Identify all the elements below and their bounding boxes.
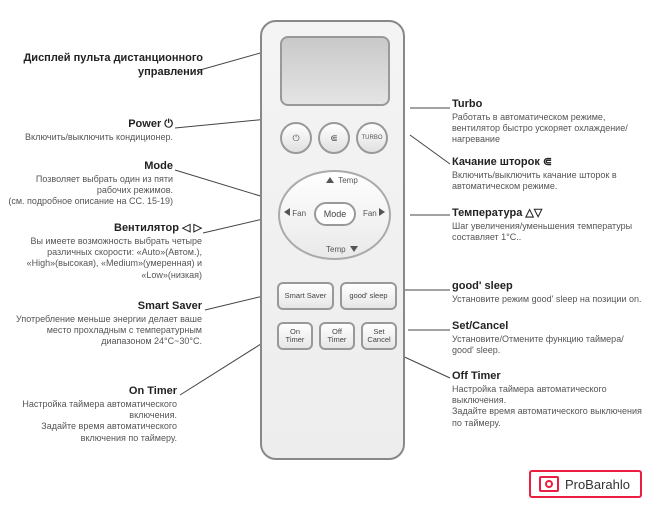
callout-setcancel-title: Set/Cancel <box>452 320 642 334</box>
callout-setcancel: Set/Cancel Установите/Отмените функцию т… <box>452 320 642 356</box>
remote-display <box>280 36 390 106</box>
callout-mode-desc: Позволяет выбрать один из пяти рабочих р… <box>8 174 173 208</box>
on-timer-label: On Timer <box>286 328 305 345</box>
button-row-3: Smart Saver good' sleep <box>277 282 397 310</box>
good-sleep-button[interactable]: good' sleep <box>340 282 397 310</box>
temp-down-area[interactable]: Temp <box>326 245 358 254</box>
callout-goodsleep-desc: Установите режим good' sleep на позиции … <box>452 294 642 305</box>
callout-turbo-title: Turbo <box>452 98 642 112</box>
remote-body: ⏻ ⋐ TURBO Temp Temp Fan Fan <box>260 20 405 460</box>
callout-temp-title: Температура <box>452 207 522 219</box>
on-timer-button[interactable]: On Timer <box>277 322 313 350</box>
good-sleep-label: good' sleep <box>349 292 387 300</box>
callout-turbo-desc: Работать в автоматическом режиме, вентил… <box>452 112 642 146</box>
power-icon: ⏻ <box>292 133 299 144</box>
swing-icon: ⋐ <box>330 133 338 144</box>
set-cancel-label: Set Cancel <box>367 328 390 345</box>
swing-symbol: ⋐ <box>543 156 552 168</box>
callout-display: Дисплей пульта дистанционного управления <box>8 52 203 80</box>
smart-saver-button[interactable]: Smart Saver <box>277 282 334 310</box>
swing-button[interactable]: ⋐ <box>318 122 350 154</box>
turbo-button[interactable]: TURBO <box>356 122 388 154</box>
callout-ontimer: On Timer Настройка таймера автоматическо… <box>2 385 177 444</box>
callout-fan-desc: Вы имеете возможность выбрать четыре раз… <box>2 236 202 281</box>
power-symbol: ⏻ <box>164 118 173 130</box>
callout-mode-title: Mode <box>8 160 173 174</box>
fan-label-r: Fan <box>363 209 377 218</box>
callout-display-title: Дисплей пульта дистанционного управления <box>8 52 203 80</box>
callout-smartsaver: Smart Saver Употребление меньше энергии … <box>2 300 202 348</box>
chevron-down-icon <box>350 246 358 252</box>
callout-goodsleep: good' sleep Установите режим good' sleep… <box>452 280 642 305</box>
callout-offtimer-title: Off Timer <box>452 370 642 384</box>
temp-symbol: △▽ <box>525 207 542 219</box>
watermark-text: ProBarahlo <box>565 477 630 492</box>
callout-fan: Вентилятор ◁ ▷ Вы имеете возможность выб… <box>2 222 202 281</box>
off-timer-button[interactable]: Off Timer <box>319 322 355 350</box>
set-cancel-button[interactable]: Set Cancel <box>361 322 397 350</box>
watermark-badge: ProBarahlo <box>529 470 642 498</box>
smart-saver-label: Smart Saver <box>285 292 327 300</box>
callout-swing-desc: Включить/выключить качание шторок в авто… <box>452 170 642 193</box>
off-timer-label: Off Timer <box>328 328 347 345</box>
callout-power-title: Power <box>128 118 161 130</box>
fan-label-l: Fan <box>292 209 306 218</box>
callout-temp-desc: Шаг увеличения/уменьшения температуры со… <box>452 221 642 244</box>
callout-setcancel-desc: Установите/Отмените функцию таймера/ goo… <box>452 334 642 357</box>
diagram-stage: ⏻ ⋐ TURBO Temp Temp Fan Fan <box>0 0 650 506</box>
temp-label: Temp <box>338 176 358 185</box>
mode-button-label: Mode <box>324 209 347 219</box>
fan-symbol: ◁ ▷ <box>182 222 202 234</box>
callout-power-desc: Включить/выключить кондиционер. <box>8 132 173 143</box>
dpad: Temp Temp Fan Fan Mode <box>278 170 391 260</box>
callout-ontimer-title: On Timer <box>2 385 177 399</box>
callout-fan-title: Вентилятор <box>114 222 179 234</box>
watermark-logo-icon <box>539 476 559 492</box>
callout-smartsaver-desc: Употребление меньше энергии делает ваше … <box>2 314 202 348</box>
temp-up-area[interactable]: Temp <box>326 176 358 185</box>
button-row-4: On Timer Off Timer Set Cancel <box>277 322 397 350</box>
chevron-left-icon <box>284 208 290 216</box>
callout-offtimer: Off Timer Настройка таймера автоматическ… <box>452 370 642 429</box>
callout-temp: Температура △▽ Шаг увеличения/уменьшения… <box>452 207 642 243</box>
callout-turbo: Turbo Работать в автоматическом режиме, … <box>452 98 642 146</box>
callout-smartsaver-title: Smart Saver <box>2 300 202 314</box>
callout-swing-title: Качание шторок <box>452 156 540 168</box>
callout-swing: Качание шторок ⋐ Включить/выключить кача… <box>452 156 642 192</box>
chevron-right-icon <box>379 208 385 216</box>
callout-mode: Mode Позволяет выбрать один из пяти рабо… <box>8 160 173 208</box>
chevron-up-icon <box>326 177 334 183</box>
fan-left-area[interactable]: Fan <box>284 208 306 218</box>
turbo-button-label: TURBO <box>362 135 383 141</box>
fan-right-area[interactable]: Fan <box>363 208 385 218</box>
callout-goodsleep-title: good' sleep <box>452 280 642 294</box>
power-button[interactable]: ⏻ <box>280 122 312 154</box>
mode-button[interactable]: Mode <box>314 202 356 226</box>
callout-power: Power ⏻ Включить/выключить кондиционер. <box>8 118 173 143</box>
callout-ontimer-desc: Настройка таймера автоматического включе… <box>2 399 177 444</box>
temp-label-b: Temp <box>326 245 346 254</box>
callout-offtimer-desc: Настройка таймера автоматического выключ… <box>452 384 642 429</box>
